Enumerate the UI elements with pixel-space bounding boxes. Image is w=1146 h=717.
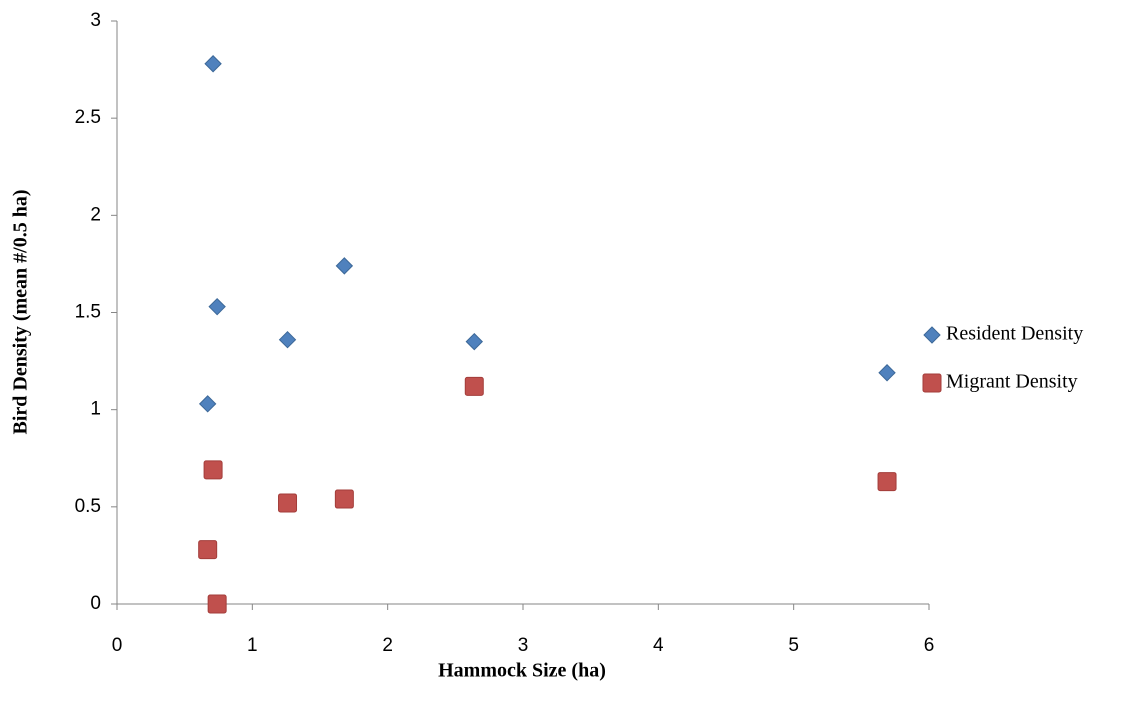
x-axis-title: Hammock Size (ha) (438, 660, 606, 682)
y-tick-label: 1.5 (75, 302, 101, 323)
point (335, 257, 354, 275)
y-tick-label: 2.5 (75, 107, 101, 128)
x-tick-label: 5 (788, 635, 799, 656)
y-tick-label: 1 (90, 399, 101, 420)
y-axis-title: Bird Density (mean #/0.5 ha) (10, 190, 32, 435)
point (207, 594, 227, 614)
x-tick-label: 2 (382, 635, 393, 656)
x-tick-label: 0 (112, 635, 123, 656)
point (203, 460, 223, 480)
legend-label: Resident Density (946, 323, 1083, 345)
legend-marker (922, 373, 942, 393)
point (198, 540, 218, 560)
y-tick-label: 2 (90, 204, 101, 225)
point (878, 364, 896, 382)
point (278, 493, 298, 513)
legend-marker (923, 326, 941, 344)
y-tick-label: 0 (90, 593, 101, 614)
x-tick-label: 6 (924, 635, 935, 656)
x-tick-label: 4 (653, 635, 664, 656)
y-tick-label: 3 (90, 10, 101, 31)
point (198, 395, 217, 413)
point (877, 472, 897, 492)
legend-label: Migrant Density (946, 371, 1078, 393)
point (464, 376, 484, 396)
point (278, 330, 297, 349)
x-tick-label: 1 (247, 635, 258, 656)
x-tick-label: 3 (518, 635, 529, 656)
point (465, 332, 483, 351)
y-tick-label: 0.5 (75, 496, 101, 517)
point (208, 297, 226, 316)
point (334, 489, 354, 509)
point (204, 55, 222, 73)
